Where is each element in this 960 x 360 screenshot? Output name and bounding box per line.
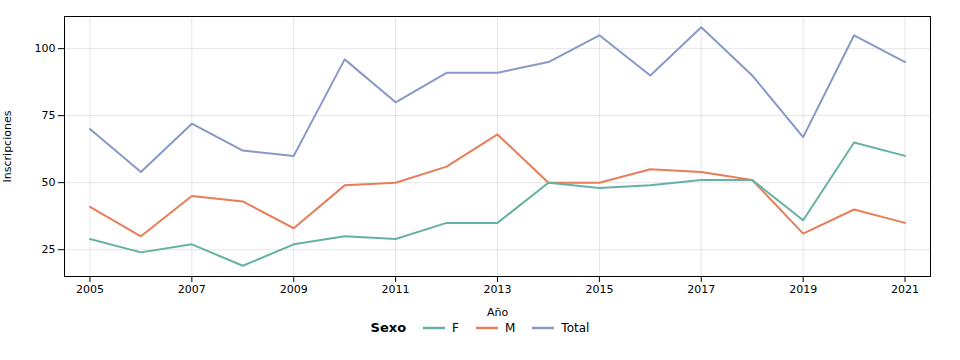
svg-text:2011: 2011 <box>382 283 410 296</box>
svg-text:2005: 2005 <box>76 283 104 296</box>
svg-text:2013: 2013 <box>484 283 512 296</box>
html-text:Sexo: Sexo <box>370 320 407 335</box>
html-text:M: M <box>505 320 516 335</box>
svg-text:Año: Año <box>487 306 508 319</box>
html-text:F: F <box>452 320 459 335</box>
svg-text:2021: 2021 <box>891 283 919 296</box>
svg-text:2019: 2019 <box>789 283 817 296</box>
svg-text:2015: 2015 <box>585 283 613 296</box>
svg-text:100: 100 <box>35 42 56 55</box>
html-text:Total: Total <box>561 320 590 335</box>
svg-text:2017: 2017 <box>687 283 715 296</box>
svg-text:25: 25 <box>42 243 56 256</box>
svg-text:2007: 2007 <box>178 283 206 296</box>
svg-text:2009: 2009 <box>280 283 308 296</box>
svg-text:50: 50 <box>42 176 56 189</box>
svg-text:75: 75 <box>42 109 56 122</box>
svg-text:Inscripciones: Inscripciones <box>1 110 14 182</box>
